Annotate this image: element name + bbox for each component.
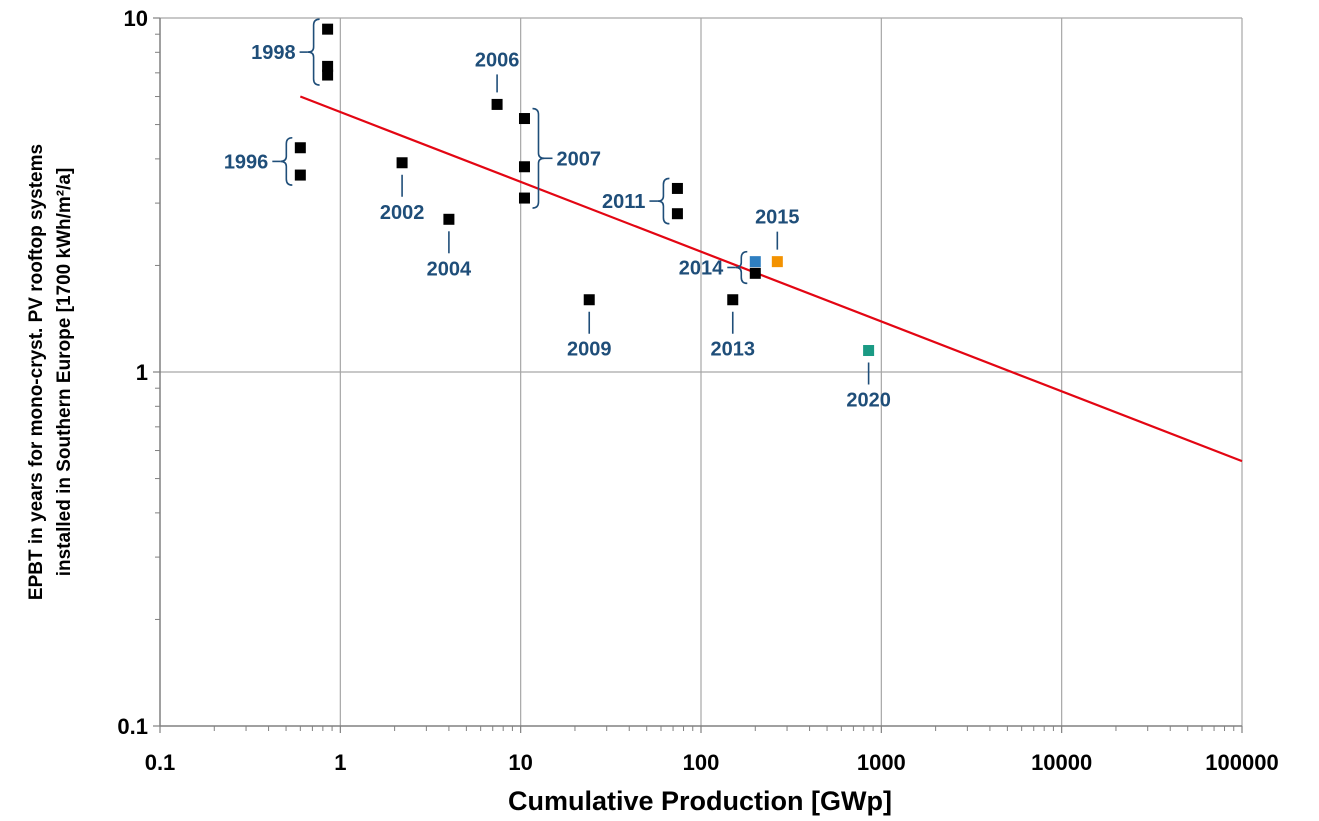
year-annotations: 1996 1998 2002 2004 2006 2007 2009 2011 2013 2014… [224,18,891,412]
data-point-2002 [396,157,408,169]
x-tick-label: 10000 [1031,750,1092,775]
tick-labels: 0.1 1 10 100 1000 10000 100000 0.1 1 10 [117,6,1278,775]
data-point-2004 [443,213,455,225]
data-point-1998 [322,69,334,81]
data-point-2007 [518,161,530,173]
data-point-1996 [294,142,306,154]
x-tick-label: 0.1 [145,750,176,775]
year-label: 1998 [251,42,296,64]
data-point-1996 [294,169,306,181]
year-bracket [532,107,545,209]
x-tick-label: 100 [683,750,720,775]
trendline [299,95,1243,463]
year-label: 2004 [427,258,472,280]
x-axis-title: Cumulative Production [GWp] [508,786,892,816]
data-point-2006 [491,98,503,110]
data-point-2020 [863,345,875,357]
data-point-2011 [671,208,683,220]
y-tick-label: 10 [124,6,148,31]
year-label: 2007 [556,148,601,170]
data-point-2007 [518,113,530,125]
year-label: 2013 [711,339,756,361]
y-axis-title-line-1: EPBT in years for mono-cryst. PV rooftop… [26,144,47,600]
data-point-2009 [583,294,595,306]
data-point-2011 [671,182,683,194]
year-label: 2006 [475,49,520,71]
axes [153,17,1243,733]
x-tick-label: 100000 [1205,750,1278,775]
year-label: 2009 [567,339,612,361]
trendline-segment [299,95,1243,463]
year-bracket [735,250,748,285]
y-tick-label: 0.1 [117,714,148,739]
data-point-1998 [322,23,334,35]
y-tick-label: 1 [136,360,148,385]
year-label: 1996 [224,151,269,173]
data-point-2007 [518,192,530,204]
data-point-2013 [727,294,739,306]
data-point-2014 [749,267,761,279]
year-label: 2020 [846,390,891,412]
year-label: 2011 [602,191,645,213]
year-label: 2015 [755,207,800,229]
x-tick-label: 1 [334,750,346,775]
data-points [294,23,875,357]
data-point-1998 [322,60,334,72]
x-tick-label: 10 [508,750,532,775]
x-tick-label: 1000 [857,750,906,775]
year-bracket [307,18,320,86]
year-label: 2014 [679,257,724,279]
year-bracket [657,177,670,225]
data-point-2015 [771,256,783,268]
year-bracket [280,136,293,186]
y-axis-title-line-2: installed in Southern Europe [1700 kWh/m… [54,168,75,577]
data-point-2014 [749,256,761,268]
year-label: 2002 [380,202,425,224]
gridlines [160,17,1243,726]
